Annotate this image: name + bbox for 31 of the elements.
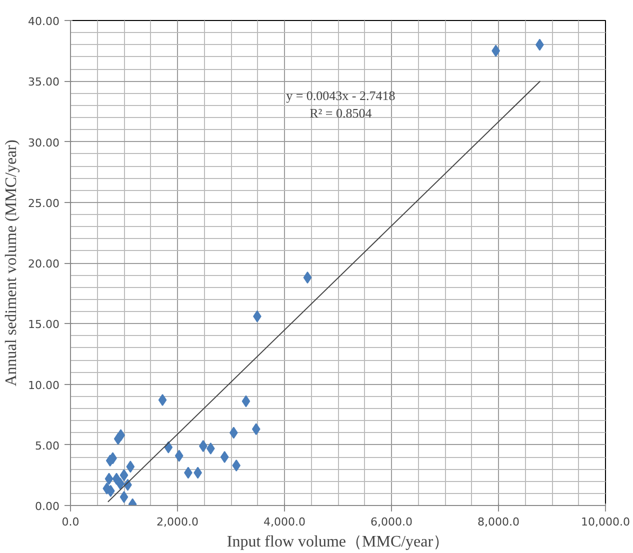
point: [120, 469, 128, 482]
point: [126, 460, 135, 473]
point: [242, 395, 250, 408]
point: [114, 432, 122, 445]
point: [220, 451, 229, 463]
point: [120, 491, 128, 504]
point: [303, 272, 312, 284]
y-tick-label: 5.00: [35, 439, 60, 452]
y-tick-label: 0.00: [35, 500, 60, 513]
y-tick-label: 25.00: [28, 196, 60, 210]
point: [104, 472, 114, 485]
point: [232, 459, 241, 472]
y-axis-title: Annual sediment volume (MMC/year): [3, 140, 20, 386]
x-tick-label: 4,000.0: [264, 516, 306, 528]
annotation: R² = 0.8504: [310, 105, 372, 120]
y-tick-label: 10.00: [28, 378, 60, 392]
x-axis-title: Input flow volume（MMC/year）: [226, 534, 450, 550]
x-tick-label: 0.0: [62, 516, 80, 528]
annotation: y = 0.0043x - 2.7418: [286, 88, 396, 103]
x-tick-label: 2,000.0: [156, 516, 199, 528]
y-tick-label: 35.00: [28, 76, 60, 89]
y-tick-label: 40.00: [28, 15, 60, 28]
point: [174, 450, 184, 462]
y-tick-label: 15.00: [28, 318, 60, 332]
x-tick-label: 8,000.0: [478, 516, 520, 528]
y-tick-label: 20.00: [28, 258, 60, 270]
point: [158, 394, 167, 406]
x-tick-label: 10,000.0: [581, 516, 630, 528]
x-tick-label: 6,000.0: [370, 516, 413, 528]
point: [252, 423, 260, 436]
y-tick-label: 30.00: [28, 136, 60, 150]
